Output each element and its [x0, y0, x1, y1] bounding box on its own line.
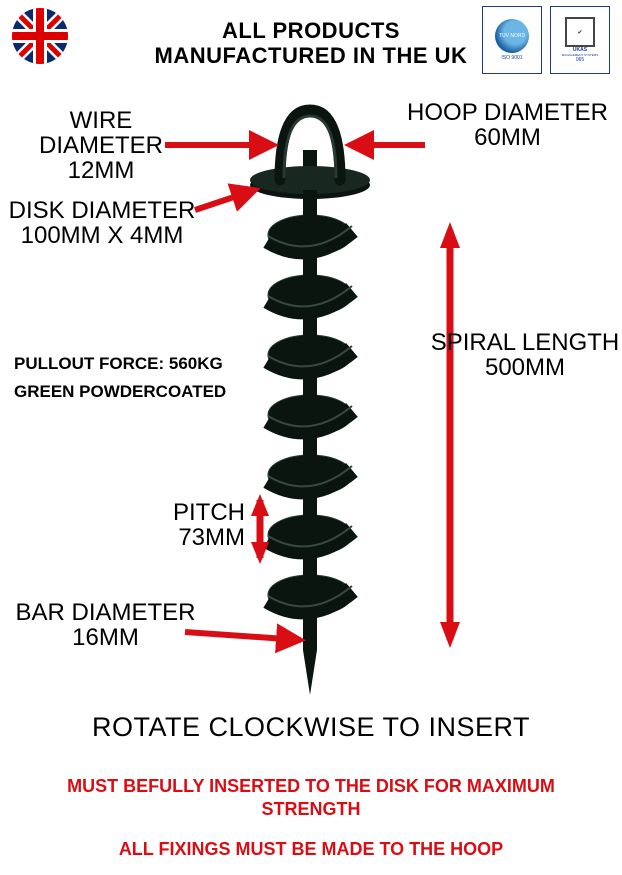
note-pullout: PULLOUT FORCE: 560KG — [14, 352, 223, 376]
callout-spiral: SPIRAL LENGTH 500MM — [430, 330, 620, 380]
tuv-nord-icon: TUV NORD — [495, 19, 529, 53]
ukas-crown-icon: ✔ — [565, 17, 595, 47]
header-line2: MANUFACTURED IN THE UK — [155, 43, 468, 68]
callout-wire: WIRE DIAMETER 12MM — [6, 108, 196, 184]
header-line1: ALL PRODUCTS — [222, 18, 400, 43]
cert-badge-ukas: ✔ UKAS MANAGEMENT SYSTEMS 065 — [550, 6, 610, 74]
instruction-rotate: ROTATE CLOCKWISE TO INSERT — [0, 712, 622, 743]
anchor-illustration — [230, 90, 390, 700]
callout-pitch: PITCH 73MM — [130, 500, 245, 550]
callout-bar: BAR DIAMETER 16MM — [8, 600, 203, 650]
callout-disk: DISK DIAMETER 100MM X 4MM — [2, 198, 202, 248]
warning-fixings: ALL FIXINGS MUST BE MADE TO THE HOOP — [0, 838, 622, 861]
note-coating: GREEN POWDERCOATED — [14, 380, 226, 404]
cert-badge-tuv: TUV NORD ISO 9001 — [482, 6, 542, 74]
warning-insert: MUST BEFULLY INSERTED TO THE DISK FOR MA… — [0, 775, 622, 820]
callout-hoop: HOOP DIAMETER 60MM — [400, 100, 615, 150]
